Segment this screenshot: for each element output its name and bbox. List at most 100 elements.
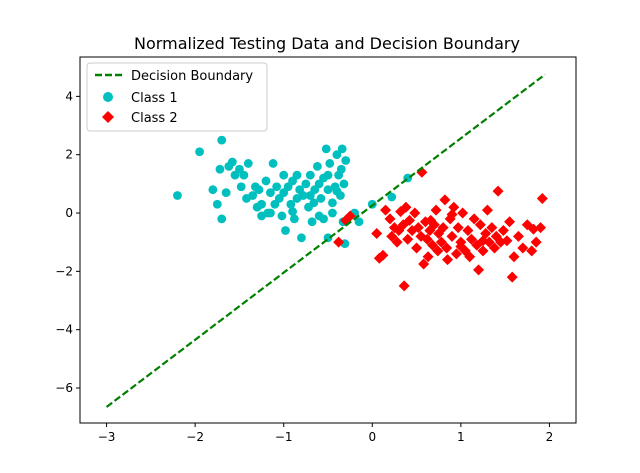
legend-label-class-1: Class 1 <box>131 91 178 106</box>
class-1-point <box>257 211 266 221</box>
class-2-point <box>535 222 547 234</box>
class-2-point <box>421 233 433 245</box>
class-2-point <box>477 235 489 247</box>
class-2-point <box>536 192 548 204</box>
class-1-point <box>286 199 296 209</box>
class-1-point <box>354 217 364 227</box>
class-2-point <box>427 239 439 251</box>
class-2-point <box>446 230 458 242</box>
class-2-point <box>344 210 356 222</box>
class-2-point <box>422 251 434 263</box>
class-1-point <box>309 198 319 208</box>
class-1-point <box>387 192 397 202</box>
class-1-point <box>336 164 346 174</box>
y-axis: −6 −4 −2 0 2 4 <box>55 89 80 395</box>
class-2-point <box>386 230 398 242</box>
x-tick-label: 1 <box>457 430 465 444</box>
legend-label-boundary: Decision Boundary <box>131 69 253 84</box>
class-2-point <box>409 207 421 219</box>
class-1-point <box>301 179 311 189</box>
decision-boundary-line <box>105 73 546 408</box>
class-2-point <box>448 201 460 213</box>
chart-title: Normalized Testing Data and Decision Bou… <box>134 34 520 53</box>
class-1-point <box>292 170 302 180</box>
class-1-point <box>215 164 225 174</box>
class-1-point <box>266 188 275 198</box>
class-1-point <box>312 161 322 171</box>
y-tick-label: 2 <box>65 148 73 162</box>
class-2-point <box>455 241 467 253</box>
class-1-point <box>208 185 218 195</box>
class-2-point <box>398 280 410 292</box>
class-1-point <box>279 170 289 180</box>
class-1-point <box>319 214 328 224</box>
class-2-point <box>437 222 449 234</box>
x-tick-label: −2 <box>186 430 204 444</box>
class-1-point <box>289 214 299 224</box>
class-1-point <box>321 144 331 154</box>
class-2-point <box>435 236 447 248</box>
class-2-point <box>430 204 442 216</box>
class-1-point <box>217 214 227 224</box>
class-2-point <box>432 245 444 257</box>
class-1-point <box>341 156 351 165</box>
class-1-point <box>328 198 337 208</box>
class-2-point <box>411 242 423 254</box>
class-1-point <box>316 194 326 203</box>
class-2-point <box>474 219 486 231</box>
class-1-point <box>307 217 317 227</box>
class-2-point <box>391 236 403 248</box>
class-1-point <box>217 135 227 145</box>
class-2-point <box>530 236 542 248</box>
class-2-point <box>457 207 469 219</box>
class-2-point <box>446 208 458 220</box>
class-1-point <box>305 170 315 180</box>
y-tick-label: 4 <box>65 89 73 103</box>
class-2-point <box>465 233 477 245</box>
class-1-point <box>339 179 349 189</box>
class-1-point <box>332 186 342 196</box>
class-2-point <box>450 248 462 260</box>
plot-frame <box>79 56 577 424</box>
class-2-point <box>380 204 392 216</box>
legend-box <box>86 62 268 132</box>
x-tick-label: −3 <box>98 430 116 444</box>
class-1-point <box>279 188 289 198</box>
class-1-point <box>239 170 249 180</box>
legend: Decision Boundary Class 1 Class 2 <box>86 62 268 132</box>
class-2-point <box>501 235 513 247</box>
class-1-point <box>195 147 204 157</box>
class-2-point <box>402 233 414 245</box>
class-1-point <box>292 194 302 203</box>
class-1-point <box>288 207 297 216</box>
class-1-point <box>254 185 264 195</box>
class-2-point <box>504 216 516 228</box>
x-axis: −3 −2 −1 0 1 2 <box>98 423 553 444</box>
class-1-point <box>243 159 253 168</box>
class-1-point <box>173 191 182 200</box>
class-2-point <box>477 245 489 257</box>
class-2-point <box>468 213 480 225</box>
legend-label-class-2: Class 2 <box>131 111 178 126</box>
class-2-point <box>384 213 396 225</box>
class-2-point <box>508 251 520 263</box>
class-2-point <box>371 227 383 239</box>
class-2-point <box>412 222 424 234</box>
class-1-point <box>261 176 271 186</box>
class-2-point <box>517 242 529 254</box>
class-1-point <box>314 179 324 189</box>
class-2-point <box>486 222 498 234</box>
class-2-point <box>403 214 415 226</box>
class-2-point <box>377 249 389 261</box>
class-1-point <box>277 211 287 221</box>
x-tick-label: −1 <box>275 430 293 444</box>
class-2-point <box>527 223 539 235</box>
class-2-point <box>439 194 451 206</box>
class-2-point <box>462 225 474 237</box>
class-1-point <box>236 182 246 192</box>
class-1-point <box>221 188 231 198</box>
class-1-point <box>248 191 258 200</box>
class-2-point <box>481 204 493 216</box>
class-2-point <box>425 214 437 226</box>
